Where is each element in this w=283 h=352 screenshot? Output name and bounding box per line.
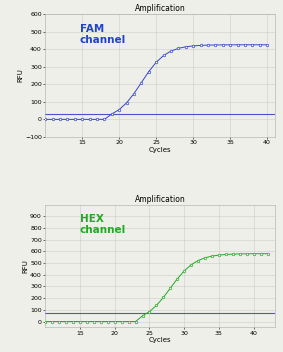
- Text: FAM
channel: FAM channel: [80, 24, 126, 45]
- Y-axis label: RFU: RFU: [23, 259, 29, 273]
- Title: Amplification: Amplification: [134, 4, 185, 13]
- X-axis label: Cycles: Cycles: [149, 337, 171, 343]
- X-axis label: Cycles: Cycles: [149, 147, 171, 153]
- Text: HEX
channel: HEX channel: [80, 214, 126, 235]
- Y-axis label: RFU: RFU: [18, 69, 23, 82]
- Title: Amplification: Amplification: [134, 195, 185, 204]
